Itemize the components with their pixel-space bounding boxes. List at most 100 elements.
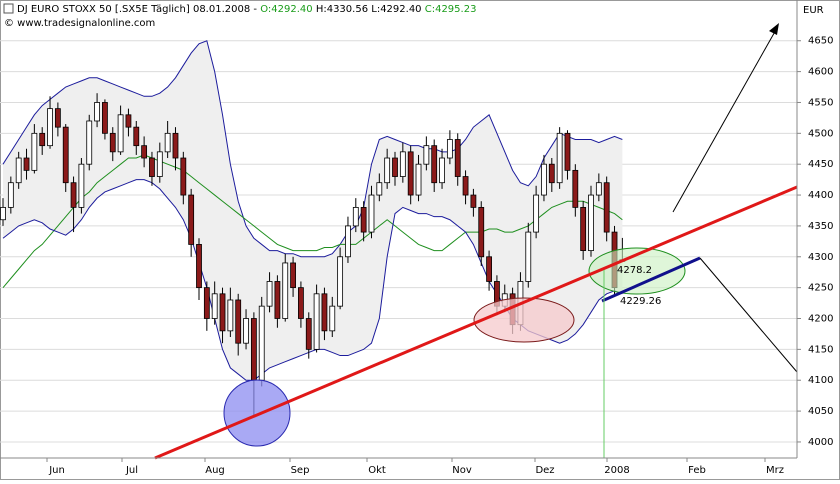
candle-body [39, 132, 46, 147]
candle-body [164, 132, 171, 153]
candle-body [227, 299, 234, 332]
candle-body [533, 194, 540, 233]
x-tick-label: 2008 [604, 465, 629, 476]
candle-body [376, 182, 383, 196]
candle-body [556, 132, 563, 184]
trend-line [601, 256, 701, 303]
y-tick-label: 4350 [808, 221, 833, 232]
candle-body [360, 206, 367, 233]
candle-body [219, 293, 226, 332]
copyright: © www.tradesignalonline.com [4, 18, 155, 29]
candle-body [282, 262, 289, 319]
candle-body [141, 145, 148, 159]
y-tick-label: 4450 [808, 159, 833, 170]
candle-body [541, 163, 547, 196]
candle-body [588, 194, 594, 252]
x-tick-label: Mrz [766, 465, 784, 476]
annotation: 4229.26 [620, 296, 661, 307]
candle-body [211, 293, 218, 319]
y-tick-label: 4000 [808, 437, 833, 448]
candle-body [431, 145, 438, 184]
high: H:4330.56 [316, 4, 368, 15]
candle-body [399, 151, 406, 177]
candle-body [439, 157, 445, 184]
close: C:4295.23 [425, 4, 477, 15]
candle-body [446, 139, 453, 159]
candle-body [290, 262, 296, 289]
candle-body [368, 194, 375, 233]
candle-body [243, 318, 249, 344]
y-tick-label: 4050 [808, 406, 833, 417]
projection-arrow [672, 27, 778, 213]
candle-body [7, 182, 14, 208]
highlight-ellipse [473, 297, 575, 343]
projection-line [699, 257, 798, 373]
candle-body [31, 132, 38, 171]
plot-area [0, 40, 797, 443]
y-tick-label: 4550 [808, 97, 833, 108]
band-fill [3, 40, 623, 381]
band-upper [2, 40, 623, 258]
candle-body [462, 176, 469, 196]
candle-body [133, 126, 140, 147]
candle-body [470, 194, 477, 208]
candle-body [384, 157, 391, 184]
y-tick-label: 4600 [808, 67, 833, 78]
candle-body [313, 293, 320, 350]
candle-body [274, 281, 281, 319]
currency-label: EUR [803, 5, 824, 16]
instrument: DJ EURO STOXX 50 [.SX5E Täglich] 08.01.2… [17, 4, 257, 15]
candle-body [407, 151, 414, 196]
highlight-ellipse [588, 247, 686, 295]
candle-body [345, 225, 351, 258]
candle-body [54, 108, 61, 128]
trend-line [154, 185, 798, 460]
candle-body [125, 114, 132, 128]
candle-body [188, 194, 195, 245]
x-tick-label: Jul [125, 465, 138, 476]
y-tick-label: 4300 [808, 252, 833, 263]
candle-body [337, 256, 344, 307]
x-tick-label: Jun [48, 465, 65, 476]
x-tick-label: Aug [205, 465, 225, 476]
candle-body [180, 157, 187, 196]
y-tick-label: 4650 [808, 36, 833, 47]
candle-body [548, 163, 555, 184]
candle-body [580, 206, 587, 252]
y-tick-label: 4100 [808, 375, 833, 386]
candle-body [486, 256, 492, 282]
candle-body [62, 126, 69, 184]
candle-body [78, 163, 85, 208]
candle-body [266, 281, 273, 307]
y-tick-label: 4250 [808, 283, 833, 294]
y-tick-label: 4150 [808, 344, 833, 355]
candle-body [478, 206, 485, 258]
candle-body [564, 132, 571, 171]
candle-body [156, 151, 163, 177]
y-tick-label: 4500 [808, 128, 833, 139]
candle-body [392, 157, 398, 177]
candle-body [298, 287, 304, 319]
band-middle [2, 154, 623, 288]
arrow-head [769, 23, 779, 35]
candle-body [250, 318, 257, 381]
x-tick-label: Feb [688, 465, 706, 476]
candle-body [70, 182, 77, 208]
candle-body [109, 132, 116, 153]
low: L:4292.40 [371, 4, 421, 15]
candle-body [47, 108, 53, 147]
candle-body [94, 102, 100, 122]
candle-body [23, 157, 30, 171]
candle-body [235, 299, 242, 344]
icon [3, 3, 14, 14]
candle-body [149, 157, 155, 177]
x-tick-label: Dez [535, 465, 554, 476]
x-tick-label: Nov [452, 465, 472, 476]
candle-body [172, 132, 179, 159]
y-tick-label: 4200 [808, 314, 833, 325]
candle-body [15, 157, 22, 184]
candle-body [321, 293, 328, 332]
highlight-circle [223, 379, 291, 447]
